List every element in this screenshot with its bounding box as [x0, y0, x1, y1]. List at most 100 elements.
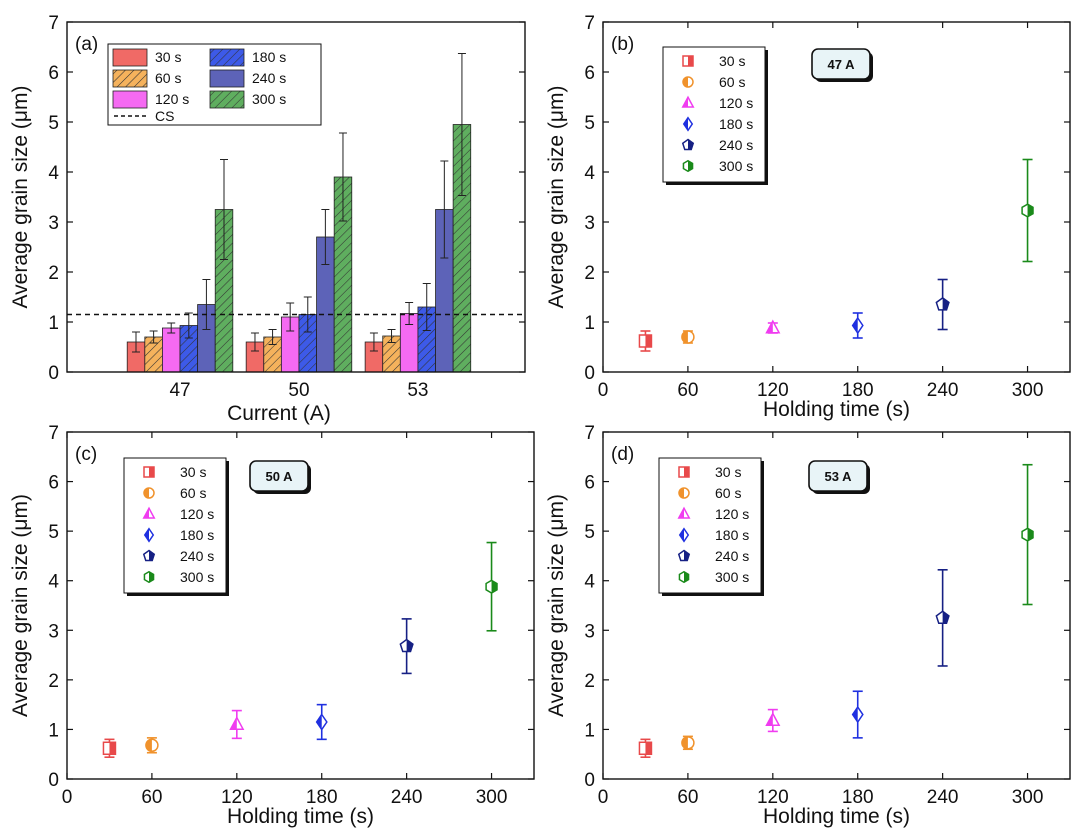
- y-tick-label: 0: [584, 363, 595, 384]
- x-tick-label: 53: [407, 380, 428, 401]
- x-tick-label: 0: [598, 380, 609, 401]
- y-tick-label: 3: [48, 621, 59, 642]
- legend-marker-240-s: [677, 549, 691, 562]
- legend-label: 60 s: [719, 74, 745, 90]
- legend-label: 240 s: [252, 70, 286, 86]
- y-tick-label: 2: [584, 671, 595, 692]
- plot-frame-2: [66, 431, 535, 780]
- x-tick-label: 240: [927, 380, 959, 401]
- y-tick-label: 5: [48, 113, 59, 134]
- legend-label: 60 s: [180, 485, 206, 501]
- x-tick-label: 240: [927, 787, 959, 808]
- y-tick-label: 5: [584, 113, 595, 134]
- legend-label: 180 s: [715, 527, 749, 543]
- legend-marker-30-s: [143, 466, 155, 478]
- chart-panel-b: 0 1 2 3 4 5 6 7 Average grain size (μm) 0 60 120 180…: [545, 13, 1071, 421]
- x-axis-title: Current (A): [227, 402, 331, 425]
- legend-label: 30 s: [180, 464, 206, 480]
- x-tick-label: 180: [842, 380, 874, 401]
- legend-label: 240 s: [719, 137, 753, 153]
- x-tick-label: 300: [1012, 787, 1044, 808]
- plot-frame-3: [602, 431, 1071, 780]
- legend-swatch-120-s: [112, 90, 148, 109]
- y-tick-label: 7: [48, 423, 59, 444]
- y-tick-label: 2: [48, 671, 59, 692]
- data-point-300-s: [1021, 203, 1034, 218]
- y-tick-label: 7: [584, 423, 595, 444]
- legend-label: 240 s: [180, 548, 214, 564]
- legend-label: 30 s: [155, 49, 181, 65]
- legend-swatch-240-s: [209, 69, 245, 88]
- x-tick-label: 120: [757, 380, 789, 401]
- x-tick-label: 47: [169, 380, 190, 401]
- legend-marker-240-s: [681, 138, 695, 151]
- x-tick-label: 180: [842, 787, 874, 808]
- legend-box: [123, 457, 227, 594]
- data-point-240-s: [935, 296, 950, 311]
- condition-badge-box: [808, 460, 868, 492]
- y-tick-label: 6: [48, 473, 59, 494]
- legend-swatch-60-s: [112, 69, 148, 88]
- legend: 30 s 60 s 120 s 180 s 240 s 300 s: [662, 46, 768, 185]
- y-tick-label: 3: [584, 213, 595, 234]
- y-axis-title: Average grain size (μm): [9, 494, 32, 717]
- legend-label: 30 s: [719, 53, 745, 69]
- condition-label: 47 A: [828, 57, 856, 72]
- x-tick-label: 60: [677, 787, 698, 808]
- condition-badge: 50 A: [249, 460, 311, 494]
- y-tick-label: 6: [48, 63, 59, 84]
- data-point-30-s: [638, 741, 653, 756]
- y-tick-label: 1: [48, 313, 59, 334]
- x-tick-label: 50: [288, 380, 309, 401]
- legend-box: [662, 46, 766, 183]
- y-tick-label: 4: [584, 572, 595, 593]
- data-point-240-s: [935, 610, 950, 624]
- legend-swatch-180-s: [209, 48, 245, 67]
- legend-marker-300-s: [143, 570, 155, 584]
- y-tick-label: 6: [584, 473, 595, 494]
- panel-label: (c): [75, 444, 97, 465]
- x-tick-label: 180: [306, 787, 338, 808]
- y-tick-label: 7: [584, 13, 595, 34]
- data-point-180-s: [851, 705, 864, 724]
- legend-box: [658, 457, 762, 594]
- legend-marker-60-s: [682, 76, 694, 88]
- y-tick-label: 4: [48, 572, 59, 593]
- legend-swatch-30-s: [112, 48, 148, 67]
- plot-frame-1: [602, 21, 1071, 373]
- legend-marker-240-s: [142, 549, 156, 562]
- x-tick-label: 0: [62, 787, 73, 808]
- legend-label: 60 s: [715, 485, 741, 501]
- chart-panel-c: 0 1 2 3 4 5 6 7 Average grain size (μm) 0 60 120 180…: [9, 423, 535, 828]
- y-tick-label: 0: [48, 770, 59, 791]
- x-tick-label: 300: [476, 787, 508, 808]
- plot-frame-0: [66, 21, 526, 373]
- legend-label: 120 s: [715, 506, 749, 522]
- y-tick-label: 1: [584, 313, 595, 334]
- data-point-30-s: [102, 741, 117, 756]
- condition-label: 53 A: [825, 469, 853, 484]
- legend: 30 s 60 s 120 s 180 s 240 s 300 s: [658, 457, 764, 596]
- y-tick-label: 3: [584, 621, 595, 642]
- legend-marker-30-s: [682, 55, 694, 67]
- x-tick-label: 60: [141, 787, 162, 808]
- legend-marker-30-s: [678, 466, 690, 478]
- y-tick-label: 0: [584, 770, 595, 791]
- data-point-180-s: [851, 316, 864, 335]
- legend-label: 120 s: [719, 95, 753, 111]
- data-point-30-s: [638, 334, 653, 348]
- x-tick-label: 300: [1012, 380, 1044, 401]
- data-point-120-s: [765, 319, 781, 334]
- condition-badge-box: [811, 48, 871, 80]
- y-tick-label: 5: [584, 522, 595, 543]
- legend-marker-300-s: [682, 159, 694, 173]
- x-tick-label: 120: [757, 787, 789, 808]
- x-tick-label: 0: [598, 787, 609, 808]
- chart-panel-d: 0 1 2 3 4 5 6 7 Average grain size (μm) 0 60 120 180…: [545, 423, 1071, 828]
- legend-label: 300 s: [252, 91, 286, 107]
- legend: 30 s 60 s 120 s 180 s 240 s 300 s CS: [107, 43, 322, 126]
- legend-marker-180-s: [678, 527, 690, 543]
- y-tick-label: 4: [48, 163, 59, 184]
- x-axis-title: Holding time (s): [763, 398, 910, 421]
- legend-label-cs: CS: [155, 108, 174, 124]
